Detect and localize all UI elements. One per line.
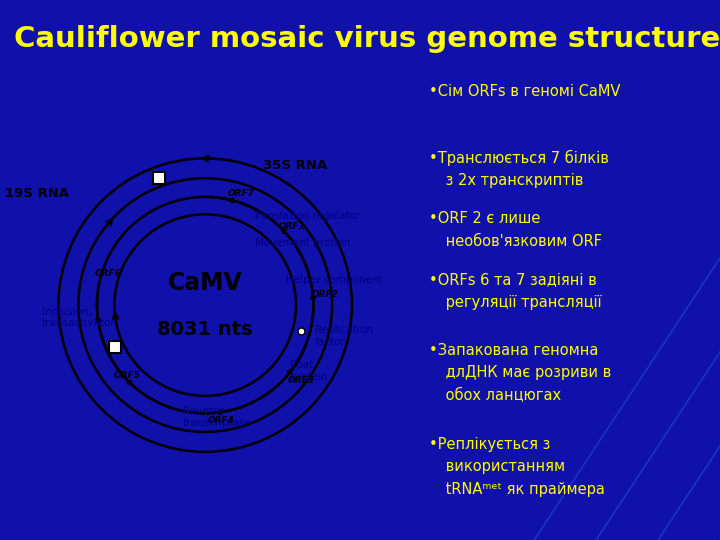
Text: CaMV: CaMV (168, 271, 243, 295)
Bar (153, 172, 165, 184)
Text: ORF2: ORF2 (312, 290, 339, 299)
Text: Inclusion,
transactivator: Inclusion, transactivator (42, 307, 116, 328)
Text: ORF7: ORF7 (228, 190, 255, 198)
Text: Cauliflower mosaic virus genome structure: Cauliflower mosaic virus genome structur… (14, 25, 720, 52)
Text: регуляції трансляції: регуляції трансляції (441, 295, 602, 310)
Text: ORF3: ORF3 (288, 376, 315, 384)
Text: •Транслюється 7 білків: •Транслюється 7 білків (429, 150, 609, 166)
Text: Translation regulator: Translation regulator (253, 211, 361, 220)
Text: •Запакована геномна: •Запакована геномна (429, 343, 598, 357)
Bar (109, 341, 121, 353)
Text: з 2x транскриптів: з 2x транскриптів (441, 173, 584, 187)
Text: необов'язковим ORF: необов'язковим ORF (441, 234, 603, 249)
Text: •Реплікується з: •Реплікується з (429, 437, 550, 451)
Text: •ORF 2 є лише: •ORF 2 є лише (429, 211, 540, 226)
Text: 8031 nts: 8031 nts (158, 320, 253, 340)
Text: Reverse
transcriptase: Reverse transcriptase (183, 406, 252, 428)
Text: використанням: використанням (441, 459, 565, 474)
Text: tRNAᵐᵉᵗ як праймера: tRNAᵐᵉᵗ як праймера (441, 482, 606, 497)
Text: ORF6: ORF6 (95, 269, 122, 278)
Text: Coat
protein: Coat protein (289, 360, 327, 382)
Text: 19S RNA: 19S RNA (5, 187, 69, 200)
Text: Helper component: Helper component (286, 275, 383, 285)
Text: •ORFs 6 та 7 задіяні в: •ORFs 6 та 7 задіяні в (429, 272, 597, 287)
Text: ORF4: ORF4 (208, 416, 235, 426)
Text: •Сім ORFs в геномі CaMV: •Сім ORFs в геномі CaMV (429, 84, 621, 99)
Text: длДНК має розриви в: длДНК має розриви в (441, 365, 611, 380)
Text: Movement protein: Movement protein (255, 238, 351, 248)
Text: ORF1: ORF1 (279, 222, 305, 231)
Text: обох ланцюгах: обох ланцюгах (441, 388, 562, 403)
Text: ORF5: ORF5 (113, 372, 140, 380)
Text: 35S RNA: 35S RNA (263, 159, 327, 172)
Text: Replication
factor: Replication factor (315, 326, 372, 347)
